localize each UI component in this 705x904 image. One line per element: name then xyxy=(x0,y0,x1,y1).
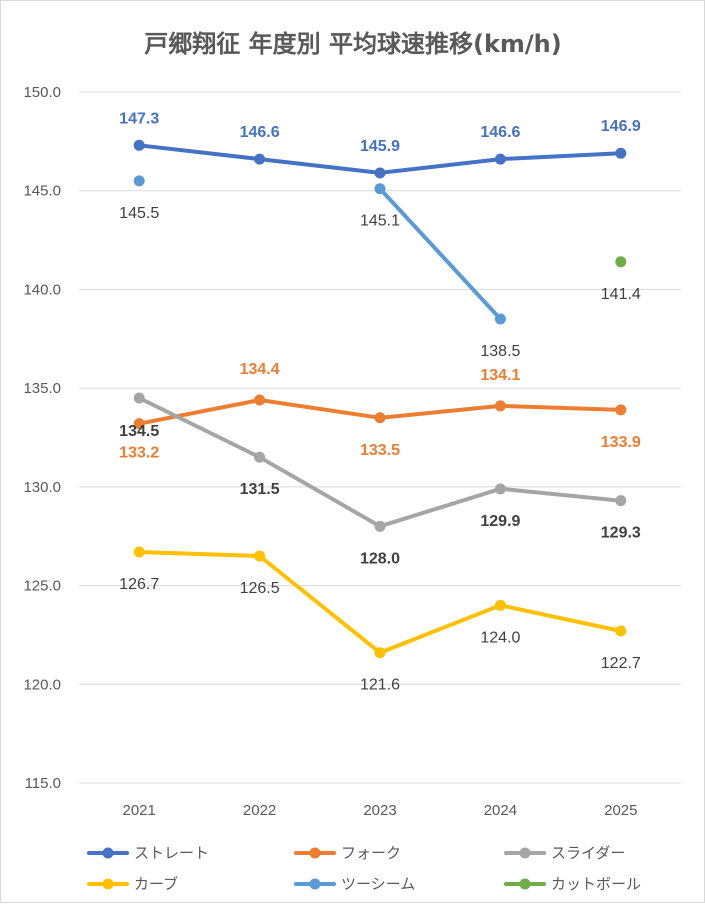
y-axis-ticks: 150.0 145.0 140.0 135.0 130.0 125.0 120.0 115.0 xyxy=(23,84,61,792)
series-4-point xyxy=(494,599,506,611)
series-4-point xyxy=(615,625,627,637)
series-5-point xyxy=(133,175,145,187)
series-3-point xyxy=(374,520,386,532)
legend-marker xyxy=(309,847,321,859)
series-2-data-label: 133.2 xyxy=(119,445,159,462)
series-1-data-label: 146.9 xyxy=(601,118,641,135)
series-3-data-label: 129.9 xyxy=(480,513,520,530)
y-tick-label: 130.0 xyxy=(23,479,61,496)
x-tick-label: 2023 xyxy=(363,802,396,819)
series-1-data-label: 146.6 xyxy=(240,124,280,141)
series-1-data-label: 145.9 xyxy=(360,138,400,155)
series-2-data-label: 134.1 xyxy=(480,367,520,384)
series-1-point xyxy=(494,153,506,165)
series-4-data-label: 124.0 xyxy=(480,629,520,646)
series-2-data-label: 133.5 xyxy=(360,442,400,459)
legend-label: カットボール xyxy=(551,875,641,893)
gridlines xyxy=(79,91,681,784)
series-3-point xyxy=(133,392,145,404)
series-3-point xyxy=(494,483,506,495)
y-tick-label: 150.0 xyxy=(23,84,61,101)
x-tick-label: 2024 xyxy=(484,802,517,819)
series-1-point xyxy=(254,153,266,165)
x-tick-label: 2025 xyxy=(604,802,637,819)
y-tick-label: 125.0 xyxy=(23,578,61,595)
legend-marker xyxy=(519,847,531,859)
legend-label: ストレート xyxy=(134,844,209,862)
series-3-point xyxy=(615,495,627,507)
series-4-data-label: 126.5 xyxy=(240,580,280,597)
legend-marker xyxy=(102,847,114,859)
legend-marker xyxy=(309,878,321,890)
series-2-point xyxy=(615,404,627,416)
series-4-data-label: 122.7 xyxy=(601,655,641,672)
series-2-point xyxy=(133,418,145,430)
series-5-data-label: 145.5 xyxy=(119,205,159,222)
series-1-point xyxy=(615,147,627,159)
y-tick-label: 135.0 xyxy=(23,380,61,397)
y-tick-label: 120.0 xyxy=(23,676,61,693)
legend-item: スライダー xyxy=(504,844,625,862)
series-3-data-label: 129.3 xyxy=(601,525,641,542)
legend-item: ストレート xyxy=(87,844,209,862)
legend-label: スライダー xyxy=(551,844,625,862)
series-1-point xyxy=(133,139,145,151)
series-2-data-label: 134.4 xyxy=(240,361,280,378)
series-4-point xyxy=(133,546,145,558)
series-2-point xyxy=(494,400,506,412)
series-6-data-label: 141.4 xyxy=(601,286,641,303)
series-1-data-label: 147.3 xyxy=(119,110,159,127)
series-5-point xyxy=(494,313,506,325)
series-2-data-label: 133.9 xyxy=(601,434,641,451)
series-2-point xyxy=(254,394,266,406)
series-5-point xyxy=(374,183,386,195)
x-axis-ticks: 2021 2022 2023 2024 2025 xyxy=(123,802,638,819)
series-3-data-label: 131.5 xyxy=(240,481,280,498)
legend-label: フォーク xyxy=(341,844,401,862)
series-6-point xyxy=(615,256,627,268)
series-1-data-label: 146.6 xyxy=(480,124,520,141)
y-tick-label: 140.0 xyxy=(23,281,61,298)
series-4-data-label: 121.6 xyxy=(360,677,400,694)
series-5-data-label: 138.5 xyxy=(480,343,520,360)
series-5-data-label: 145.1 xyxy=(360,213,400,230)
x-tick-label: 2022 xyxy=(243,802,276,819)
y-tick-label: 145.0 xyxy=(23,183,61,200)
series-4-point xyxy=(374,647,386,659)
legend-item: カーブ xyxy=(87,875,178,893)
series-points xyxy=(133,139,627,659)
series-5-line xyxy=(378,186,503,321)
legend-label: ツーシーム xyxy=(341,875,415,893)
legend-item: カットボール xyxy=(504,875,641,893)
series-3-data-label: 128.0 xyxy=(360,550,400,567)
legend-label: カーブ xyxy=(134,875,178,893)
x-tick-label: 2021 xyxy=(123,802,156,819)
y-tick-label: 115.0 xyxy=(25,775,61,792)
data-labels: 147.3 146.6 145.9 146.6 146.9 133.2 134.4 133.5… xyxy=(119,110,641,693)
series-1-point xyxy=(374,167,386,179)
series-4-data-label: 126.7 xyxy=(119,576,159,593)
series-3-point xyxy=(254,451,266,463)
legend-marker xyxy=(102,878,114,890)
series-3-data-label: 134.5 xyxy=(119,423,159,440)
legend-item: フォーク xyxy=(294,844,401,862)
series-4-point xyxy=(254,550,266,562)
legend-item: ツーシーム xyxy=(294,875,415,893)
legend-marker xyxy=(519,878,531,890)
series-2-point xyxy=(374,412,386,424)
chart-title: 戸郷翔征 年度別 平均球速推移(km/h) xyxy=(144,30,561,58)
